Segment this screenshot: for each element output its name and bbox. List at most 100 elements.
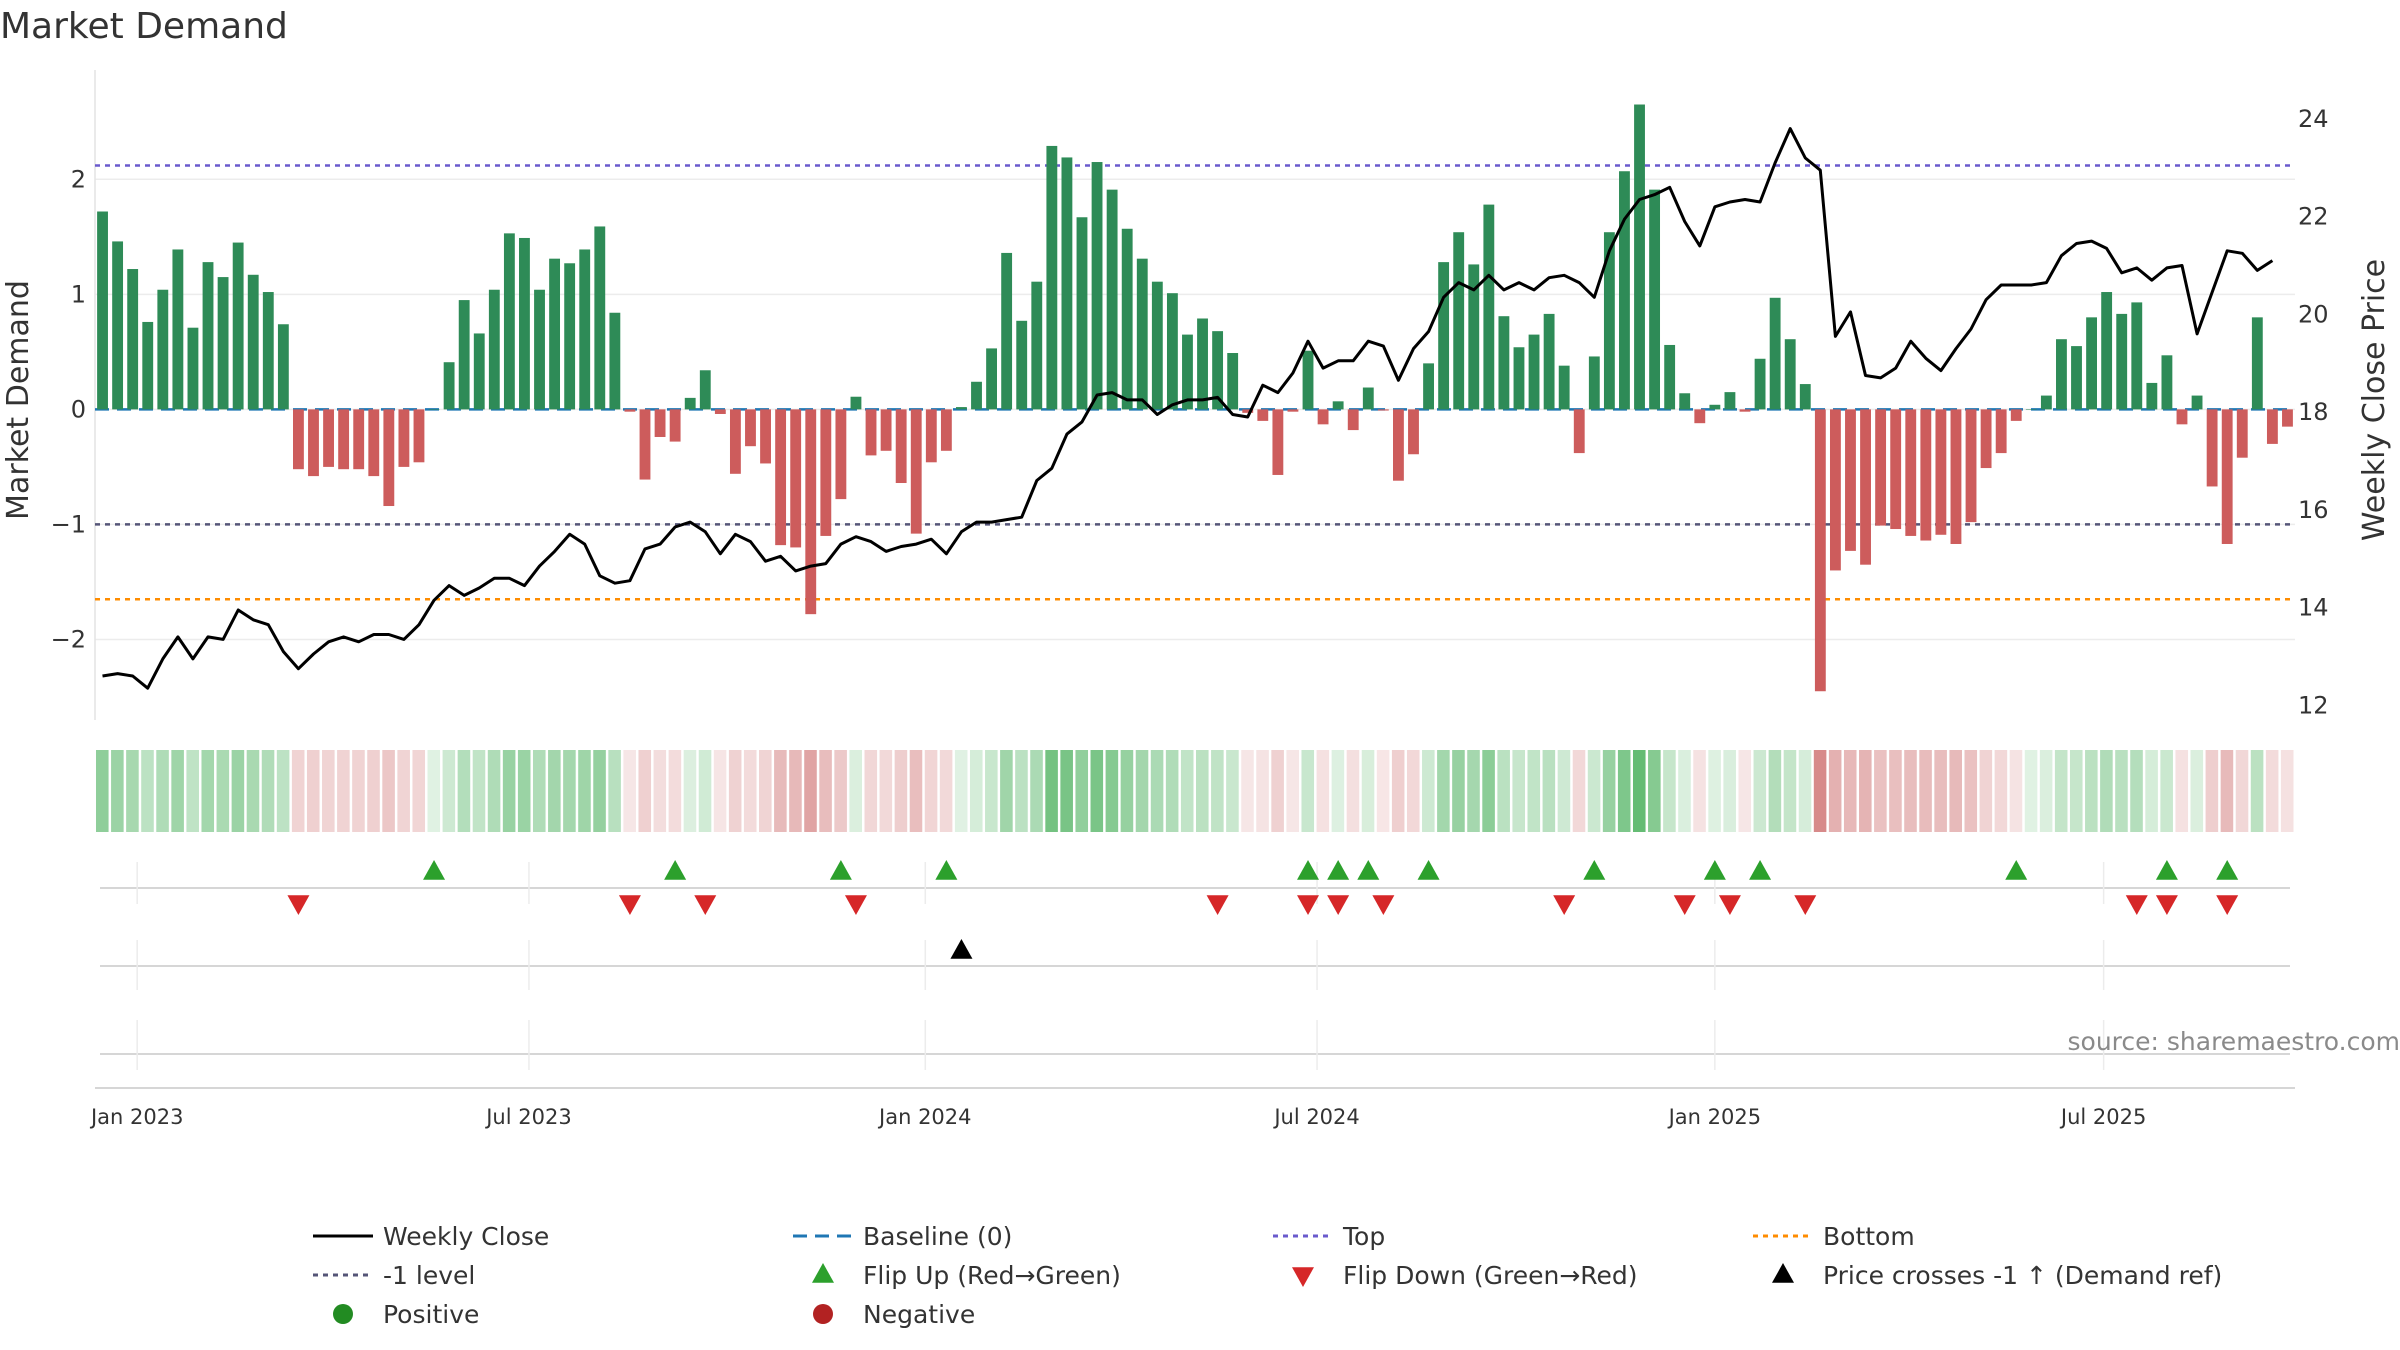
heat-cell bbox=[1648, 750, 1661, 832]
flip-up-marker bbox=[423, 860, 446, 880]
left-axis-ticks: 2 1 0 −1 −2 bbox=[51, 165, 86, 653]
flip-down-marker bbox=[2155, 895, 2178, 915]
right-tick-label: 20 bbox=[2298, 300, 2329, 328]
demand-bar bbox=[1257, 409, 1269, 421]
demand-bar bbox=[609, 312, 621, 410]
heat-cell bbox=[1874, 750, 1887, 832]
heat-cell bbox=[1859, 750, 1872, 832]
heat-cell bbox=[246, 750, 260, 832]
demand-bar bbox=[1980, 409, 1992, 469]
heat-cell bbox=[804, 750, 817, 832]
heat-cell bbox=[728, 750, 742, 832]
demand-bar bbox=[1166, 293, 1178, 410]
demand-bar bbox=[1694, 409, 1706, 424]
right-tick-label: 22 bbox=[2298, 203, 2329, 231]
demand-bar bbox=[1739, 409, 1751, 412]
demand-bar bbox=[1227, 353, 1239, 410]
demand-bar bbox=[1468, 264, 1480, 410]
demand-bar bbox=[1423, 363, 1434, 410]
heat-cell bbox=[1828, 750, 1842, 832]
demand-bar bbox=[398, 409, 410, 467]
flip-up-marker bbox=[1297, 860, 1320, 880]
demand-bar bbox=[428, 409, 440, 410]
left-axis-label: Market Demand bbox=[1, 280, 36, 520]
demand-bar bbox=[1121, 228, 1133, 410]
demand-bar bbox=[579, 249, 591, 410]
heat-cell bbox=[126, 750, 139, 832]
flip-up-marker bbox=[1583, 860, 1606, 880]
heat-cell bbox=[1346, 750, 1360, 832]
demand-bar bbox=[1272, 409, 1284, 475]
demand-bar bbox=[895, 409, 907, 484]
legend-label: Baseline (0) bbox=[863, 1222, 1012, 1251]
heat-cell bbox=[1617, 750, 1631, 832]
demand-bar bbox=[1845, 409, 1856, 551]
legend-label: -1 level bbox=[383, 1261, 475, 1290]
heat-cell bbox=[924, 750, 938, 832]
heat-cell bbox=[2069, 750, 2083, 832]
right-tick-label: 14 bbox=[2298, 594, 2329, 622]
demand-bar bbox=[1438, 262, 1450, 410]
price-cross-marker bbox=[950, 939, 973, 959]
heat-cell bbox=[759, 750, 772, 832]
heat-cell bbox=[2205, 750, 2219, 832]
heat-cell bbox=[1843, 750, 1857, 832]
demand-bar bbox=[1317, 409, 1329, 425]
heat-cell bbox=[1663, 750, 1676, 832]
heat-cell bbox=[1331, 750, 1345, 832]
heat-cell bbox=[291, 750, 305, 832]
heat-cell bbox=[1045, 750, 1058, 832]
heat-cell bbox=[1602, 750, 1616, 832]
heat-cell bbox=[367, 750, 380, 832]
flip-down-marker bbox=[844, 895, 867, 915]
demand-bar bbox=[805, 409, 817, 615]
heat-cell bbox=[2190, 750, 2204, 832]
heat-cell bbox=[623, 750, 636, 832]
flip-up-marker bbox=[1417, 860, 1440, 880]
demand-bar bbox=[940, 409, 952, 451]
heat-cell bbox=[1768, 750, 1782, 832]
demand-bar bbox=[1046, 145, 1058, 410]
flip-up-marker bbox=[1703, 860, 1726, 880]
heat-cell bbox=[2115, 750, 2128, 832]
demand-bar bbox=[2176, 409, 2188, 425]
demand-bar bbox=[1619, 171, 1630, 410]
demand-bar bbox=[1016, 320, 1028, 410]
heat-cell bbox=[608, 750, 621, 832]
signal-panel bbox=[95, 860, 2295, 1089]
demand-bar bbox=[1498, 316, 1510, 410]
heat-cell bbox=[1693, 750, 1706, 832]
heat-cell bbox=[985, 750, 998, 832]
demand-bar bbox=[850, 396, 862, 410]
heat-cell bbox=[2145, 750, 2158, 832]
heat-cell bbox=[1904, 750, 1917, 832]
demand-bar bbox=[2161, 355, 2173, 410]
x-tick-label: Jan 2023 bbox=[89, 1105, 184, 1129]
demand-bar bbox=[2221, 409, 2233, 544]
heat-cell bbox=[352, 750, 365, 832]
weekly-close-line bbox=[102, 127, 2274, 690]
demand-bar bbox=[971, 381, 982, 410]
heat-cell bbox=[1949, 750, 1962, 832]
demand-bar bbox=[308, 409, 319, 477]
heat-cell bbox=[397, 750, 410, 832]
heat-cell bbox=[1482, 750, 1495, 832]
heat-cell bbox=[743, 750, 757, 832]
heat-cell bbox=[1527, 750, 1541, 832]
legend-symbol bbox=[813, 1304, 833, 1324]
legend-label: Top bbox=[1342, 1222, 1385, 1251]
x-tick-label: Jul 2025 bbox=[2059, 1105, 2146, 1129]
heat-cell bbox=[276, 750, 290, 832]
legend-symbol bbox=[812, 1263, 834, 1283]
legend-label: Flip Down (Green→Red) bbox=[1343, 1261, 1638, 1290]
flip-up-marker bbox=[2216, 860, 2239, 880]
demand-bar bbox=[1754, 358, 1766, 410]
heat-cell bbox=[2250, 750, 2264, 832]
heat-cell bbox=[427, 750, 441, 832]
heat-cell bbox=[1226, 750, 1239, 832]
demand-bar bbox=[2146, 382, 2158, 410]
heat-cell bbox=[578, 750, 591, 832]
demand-bar bbox=[2251, 317, 2263, 410]
heat-cell bbox=[879, 750, 893, 832]
demand-bar bbox=[1242, 409, 1254, 413]
